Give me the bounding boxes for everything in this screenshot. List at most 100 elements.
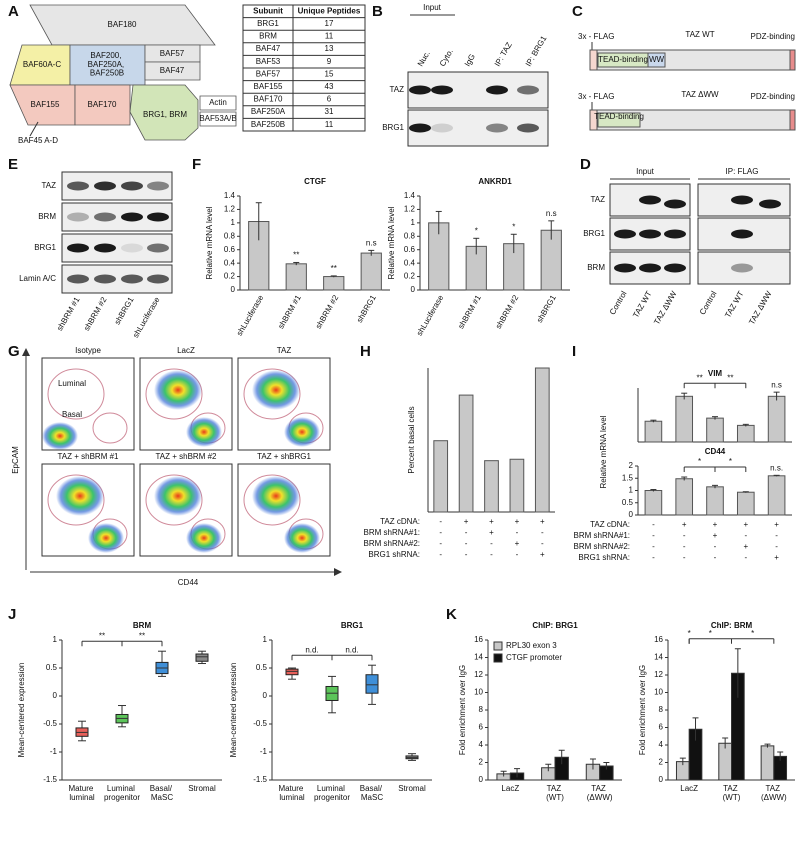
construct-name: TAZ ΔWW: [681, 90, 719, 99]
table-header: Subunit: [253, 6, 283, 15]
flag-tag: [589, 109, 598, 131]
group-label: Input: [423, 3, 442, 12]
bar: [285, 263, 307, 291]
table-cell: 11: [325, 32, 334, 41]
annotation: n.s.: [770, 463, 783, 472]
domain-label: WW: [649, 55, 665, 64]
cell-cloud: [186, 417, 222, 447]
condition-sign: +: [774, 520, 779, 529]
blot-band: [67, 243, 89, 253]
plot-title: TAZ: [277, 346, 292, 355]
group-label: IP: FLAG: [726, 167, 759, 176]
panel-label: A: [8, 3, 19, 20]
text-line: TAZ: [547, 784, 564, 793]
x-tick-label: Stromal: [188, 784, 216, 793]
bar: [644, 490, 663, 516]
bar: [323, 276, 345, 291]
annotation: *: [688, 629, 691, 638]
bar: [736, 424, 755, 443]
text-line: (WT): [723, 793, 741, 802]
x-tick-label: TAZ (WT): [546, 784, 564, 802]
text-line: MaSC: [361, 793, 383, 802]
chart-title: ChIP: BRG1: [532, 621, 578, 630]
condition-sign: -: [439, 528, 442, 537]
annotation: n.d.: [305, 645, 318, 654]
blot-band: [121, 212, 143, 222]
y-tick-label: 12: [654, 670, 663, 679]
complex-subunit: [144, 61, 201, 81]
blot-band: [94, 212, 116, 222]
x-axis-label: CD44: [178, 578, 199, 587]
y-tick-label: 0: [231, 285, 236, 294]
condition-sign: -: [714, 553, 717, 562]
complex-subunit: [129, 84, 199, 141]
gate: [47, 474, 105, 526]
condition-sign: -: [652, 531, 655, 540]
x-tick-label: TAZ (ΔWW): [761, 784, 787, 802]
legend-label: CTGF promoter: [506, 653, 562, 662]
y-tick-label: 1: [263, 635, 268, 644]
subunit-label: BAF45 A-D: [18, 136, 58, 145]
lane-label: TAZ ΔWW: [747, 289, 774, 326]
condition-sign: -: [439, 539, 442, 548]
condition-sign: -: [775, 531, 778, 540]
blot-band: [759, 199, 781, 209]
panel-label: H: [360, 343, 371, 360]
y-tick-label: 0.4: [224, 258, 236, 267]
y-tick-label: 0: [263, 691, 268, 700]
table-cell: 15: [325, 69, 334, 78]
blot-band: [731, 195, 753, 205]
gate: [145, 368, 203, 420]
bar: [360, 252, 382, 291]
y-tick-label: 1: [231, 218, 236, 227]
y-tick-label: -1.5: [253, 775, 267, 784]
x-tick-label: shLuciferase: [235, 293, 266, 337]
y-axis-label: Fold enrichment over IgG: [638, 665, 647, 755]
y-axis-label: Mean-centered expression: [229, 663, 238, 758]
y-axis-label: Relative mRNA level: [387, 206, 396, 279]
bar: [484, 460, 499, 513]
condition-sign: +: [713, 520, 718, 529]
panel-label: J: [8, 606, 16, 623]
bar: [644, 420, 663, 443]
y-tick-label: 0.6: [404, 245, 416, 254]
blot-band: [614, 229, 636, 239]
y-tick-label: 8: [479, 705, 484, 714]
x-tick-label: Luminal progenitor: [314, 784, 350, 802]
lane-label: TAZ WT: [631, 289, 653, 319]
condition-sign: +: [743, 542, 748, 551]
condition-sign: -: [541, 539, 544, 548]
condition-sign: +: [515, 517, 520, 526]
bar: [760, 745, 775, 781]
y-tick-label: 2: [479, 758, 484, 767]
y-tick-label: 0.5: [46, 663, 58, 672]
text-line: Luminal: [107, 784, 137, 793]
end-label: PDZ-binding: [751, 92, 795, 101]
cell-cloud: [88, 523, 124, 553]
blot-band: [409, 85, 431, 95]
x-tick-label: shBRG1: [355, 293, 378, 324]
text-line: BAF250A,: [88, 60, 127, 69]
text-line: luminal: [69, 793, 95, 802]
x-tick-label: Luminal progenitor: [104, 784, 140, 802]
subunit-label: BAF180: [108, 20, 137, 29]
blot-band: [517, 123, 539, 133]
bar: [509, 458, 525, 513]
condition-label: BRG1 shRNA:: [578, 553, 630, 562]
y-tick-label: 1: [629, 486, 634, 495]
condition-sign: +: [713, 531, 718, 540]
plot-title: TAZ + shBRM #2: [156, 452, 218, 461]
condition-sign: +: [682, 520, 687, 529]
y-axis-label: Relative mRNA level: [205, 206, 214, 279]
lane-label: shBRM #2: [82, 295, 109, 332]
y-tick-label: 0: [629, 510, 634, 519]
cell-cloud: [252, 370, 300, 410]
subunit-label: BAF47: [160, 66, 185, 75]
y-tick-label: 1: [53, 635, 58, 644]
condition-sign: -: [439, 517, 442, 526]
y-tick-label: 14: [654, 653, 663, 662]
x-tick-label: Stromal: [398, 784, 426, 793]
condition-sign: -: [683, 553, 686, 562]
panel-label: K: [446, 606, 457, 623]
chart-title: CTGF: [304, 177, 326, 186]
